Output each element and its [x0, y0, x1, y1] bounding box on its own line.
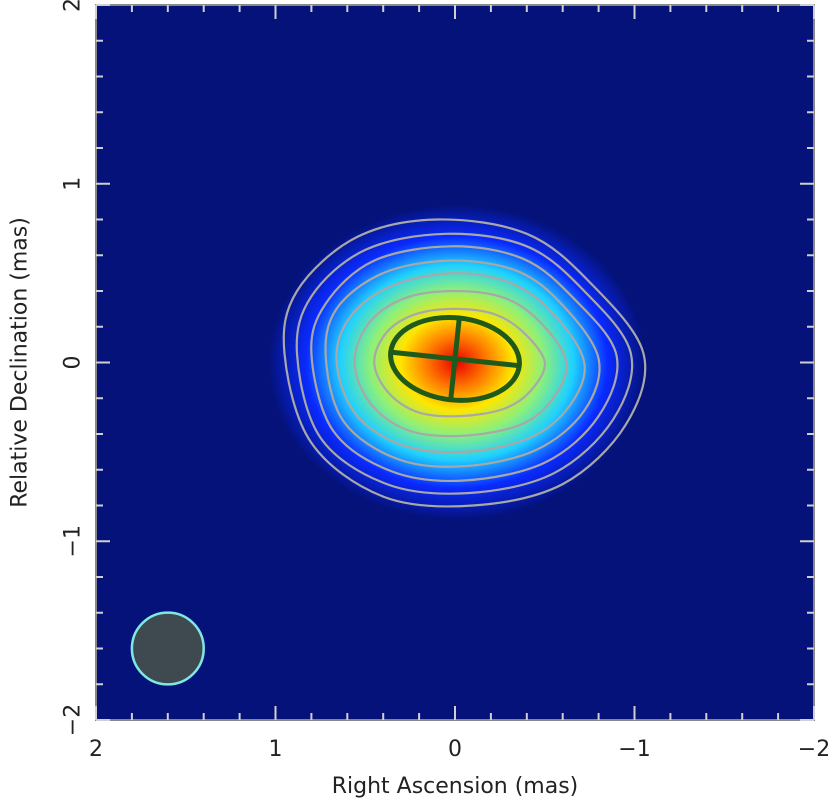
y-tick-label: 1	[61, 177, 86, 191]
x-axis-label: Right Ascension (mas)	[332, 774, 579, 799]
x-tick-label: 0	[448, 737, 462, 762]
contour-line-7	[373, 307, 546, 418]
x-tick-label: 2	[89, 737, 103, 762]
axis-ticks: 2 1 0 −1 −2 −2 −1 0 1 2	[61, 0, 831, 762]
contour-line-5	[335, 271, 586, 454]
model-component	[388, 314, 522, 403]
contour-group	[282, 218, 647, 508]
y-axis-label: Relative Declination (mas)	[8, 217, 33, 508]
contour-line-3	[310, 245, 619, 483]
model-ellipse-group	[388, 314, 522, 403]
contour-line-2	[295, 232, 634, 495]
y-tick-label: 0	[61, 356, 86, 370]
x-tick-label: −2	[798, 737, 830, 762]
y-tick-label: 2	[61, 0, 86, 12]
y-tick-label: −2	[61, 704, 86, 736]
x-tick-label: −1	[618, 737, 650, 762]
contour-line-4	[324, 259, 601, 468]
contour-line-6	[353, 289, 568, 438]
contour-line-1	[282, 218, 647, 508]
x-tick-label: 1	[269, 737, 283, 762]
plot-area	[96, 5, 814, 720]
model-minor-axis	[448, 317, 462, 401]
beam-ellipse	[130, 611, 205, 686]
y-tick-label: −1	[61, 525, 86, 557]
